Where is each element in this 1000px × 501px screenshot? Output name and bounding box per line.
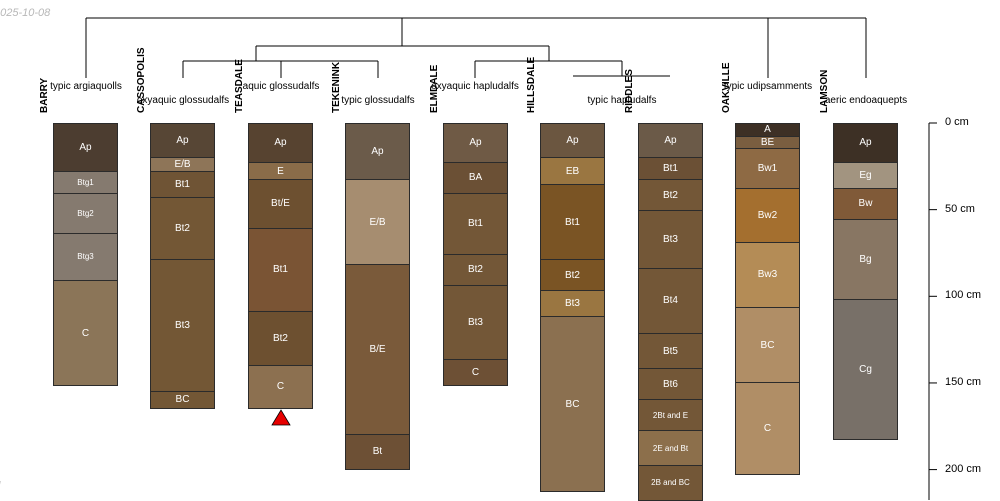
horizon-barry-btg2: Btg2 <box>53 194 118 234</box>
horizon-elmdale-ba: BA <box>443 163 508 194</box>
horizon-lamson-eg: Eg <box>833 163 898 189</box>
depth-tick-label: 0 cm <box>945 116 969 128</box>
depth-tick-label: 150 cm <box>945 376 981 388</box>
profile-name-text: ELMDALE <box>429 65 440 113</box>
group-label-aquic-glossudalfs: aquic glossudalfs <box>243 81 320 92</box>
group-label-typic-hapludalfs: typic hapludalfs <box>588 95 657 106</box>
horizon-tekenink-ap: Ap <box>345 123 410 180</box>
horizon-barry-c: C <box>53 281 118 387</box>
profile-name-text: BARRY <box>39 78 50 113</box>
horizon-barry-ap: Ap <box>53 123 118 172</box>
horizon-riddles-2bt-and-e: 2Bt and E <box>638 400 703 431</box>
profile-name-hillsdale: HILLSDALE <box>526 4 540 124</box>
horizon-tekenink-b-e: B/E <box>345 265 410 435</box>
horizon-tekenink-bt: Bt <box>345 435 410 470</box>
horizon-hillsdale-bc: BC <box>540 317 605 492</box>
horizon-riddles-2e-and-bt: 2E and Bt <box>638 431 703 466</box>
horizon-elmdale-bt1: Bt1 <box>443 194 508 255</box>
horizon-cassopolis-e-b: E/B <box>150 158 215 172</box>
horizon-lamson-bw: Bw <box>833 189 898 220</box>
horizon-hillsdale-bt3: Bt3 <box>540 291 605 317</box>
horizon-lamson-bg: Bg <box>833 220 898 300</box>
horizon-hillsdale-eb: EB <box>540 158 605 186</box>
depth-tick-label: 100 cm <box>945 289 981 301</box>
profile-name-text: TEASDALE <box>234 59 245 113</box>
horizon-riddles-bt6: Bt6 <box>638 369 703 400</box>
horizon-riddles-bt2: Bt2 <box>638 180 703 211</box>
profile-name-text: OAKVILLE <box>721 62 732 113</box>
bottom-marker-triangle <box>272 410 290 425</box>
horizon-elmdale-ap: Ap <box>443 123 508 163</box>
group-label-aeric-endoaquepts: aeric endoaquepts <box>825 95 907 106</box>
profile-name-text: RIDDLES <box>624 69 635 113</box>
horizon-oakville-bw1: Bw1 <box>735 149 800 189</box>
horizon-riddles-bt3: Bt3 <box>638 211 703 268</box>
horizon-teasdale-e: E <box>248 163 313 180</box>
horizon-riddles-2b-and-bc: 2B and BC <box>638 466 703 501</box>
profile-name-oakville: OAKVILLE <box>721 4 735 124</box>
horizon-cassopolis-bt3: Bt3 <box>150 260 215 392</box>
horizon-oakville-c: C <box>735 383 800 475</box>
profile-name-riddles: RIDDLES <box>624 4 638 124</box>
horizon-lamson-ap: Ap <box>833 123 898 163</box>
horizon-elmdale-bt3: Bt3 <box>443 286 508 361</box>
horizon-lamson-cg: Cg <box>833 300 898 440</box>
profile-name-teasdale: TEASDALE <box>234 4 248 124</box>
group-label-oxyaquic-hapludalfs: oxyaquic hapludalfs <box>431 81 519 92</box>
horizon-teasdale-bt1: Bt1 <box>248 229 313 312</box>
tree-branch-left <box>183 61 378 78</box>
group-label-typic-udipsamments: typic udipsamments <box>724 81 812 92</box>
group-label-typic-glossudalfs: typic glossudalfs <box>341 95 414 106</box>
horizon-tekenink-e-b: E/B <box>345 180 410 265</box>
depth-tick-label: 50 cm <box>945 203 975 215</box>
horizon-cassopolis-bt2: Bt2 <box>150 198 215 260</box>
horizon-teasdale-c: C <box>248 366 313 409</box>
horizon-oakville-a: A <box>735 123 800 137</box>
horizon-elmdale-c: C <box>443 360 508 386</box>
horizon-teasdale-bt2: Bt2 <box>248 312 313 366</box>
horizon-cassopolis-bt1: Bt1 <box>150 172 215 198</box>
horizon-riddles-bt1: Bt1 <box>638 158 703 181</box>
tree-root-branch <box>86 18 866 78</box>
group-label-typic-argiaquolls: typic argiaquolls <box>50 81 122 92</box>
horizon-barry-btg3: Btg3 <box>53 234 118 281</box>
horizon-cassopolis-bc: BC <box>150 392 215 409</box>
horizon-oakville-bw2: Bw2 <box>735 189 800 243</box>
horizon-barry-btg1: Btg1 <box>53 172 118 195</box>
horizon-riddles-bt4: Bt4 <box>638 269 703 335</box>
horizon-cassopolis-ap: Ap <box>150 123 215 158</box>
profile-name-text: CASSOPOLIS <box>136 47 147 113</box>
tree-branch-right <box>475 61 670 78</box>
profile-name-lamson: LAMSON <box>819 4 833 124</box>
horizon-hillsdale-bt1: Bt1 <box>540 185 605 260</box>
horizon-teasdale-ap: Ap <box>248 123 313 163</box>
horizon-oakville-bc: BC <box>735 308 800 383</box>
horizon-hillsdale-bt2: Bt2 <box>540 260 605 291</box>
profile-name-cassopolis: CASSOPOLIS <box>136 4 150 124</box>
profile-name-tekenink: TEKENINK <box>331 4 345 124</box>
group-label-oxyaquic-glossudalfs: oxyaquic glossudalfs <box>137 95 229 106</box>
profile-name-text: HILLSDALE <box>526 57 537 113</box>
profile-name-barry: BARRY <box>39 4 53 124</box>
horizon-riddles-ap: Ap <box>638 123 703 158</box>
horizon-riddles-bt5: Bt5 <box>638 334 703 369</box>
tree-branch-glossudalfs <box>256 46 549 61</box>
horizon-teasdale-bt-e: Bt/E <box>248 180 313 229</box>
profile-name-text: TEKENINK <box>331 62 342 113</box>
horizon-oakville-bw3: Bw3 <box>735 243 800 309</box>
profile-name-elmdale: ELMDALE <box>429 4 443 124</box>
depth-tick-label: 200 cm <box>945 463 981 475</box>
profile-name-text: LAMSON <box>819 70 830 113</box>
horizon-elmdale-bt2: Bt2 <box>443 255 508 286</box>
horizon-oakville-be: BE <box>735 137 800 149</box>
horizon-hillsdale-ap: Ap <box>540 123 605 158</box>
